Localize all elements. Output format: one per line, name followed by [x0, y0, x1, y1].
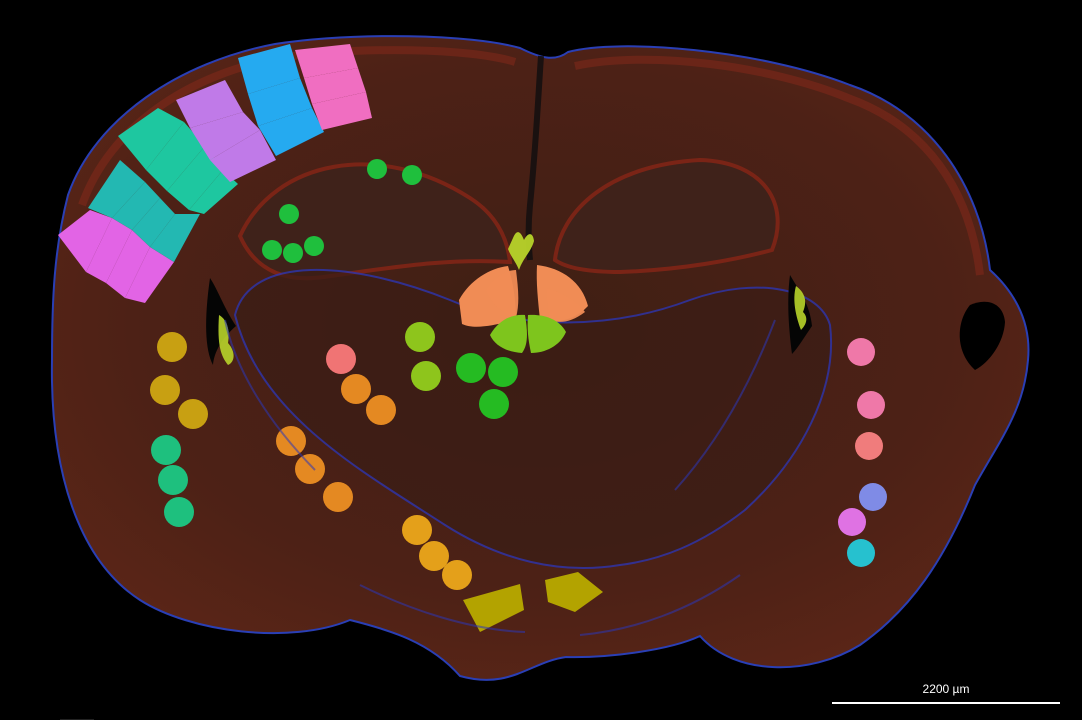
- circle-amber-1: [402, 515, 432, 545]
- circle-gold-3: [178, 399, 208, 429]
- circle-green-8: [488, 357, 518, 387]
- circle-salmon: [326, 344, 356, 374]
- circle-gold-2: [150, 375, 180, 405]
- scale-bar-line: [832, 702, 1060, 704]
- circle-amber-3: [442, 560, 472, 590]
- circle-orange-4: [295, 454, 325, 484]
- circle-green-5: [283, 243, 303, 263]
- circle-orange-5: [323, 482, 353, 512]
- circle-cyan: [847, 539, 875, 567]
- scale-bar: 2200 µm: [832, 682, 1060, 706]
- circle-green-3: [279, 204, 299, 224]
- circle-magenta: [838, 508, 866, 536]
- circle-green-6: [304, 236, 324, 256]
- circle-gold-1: [157, 332, 187, 362]
- olive-shape-right: [545, 572, 603, 612]
- circle-amber-2: [419, 541, 449, 571]
- thalamus-area: [233, 268, 832, 570]
- circle-green-9: [479, 389, 509, 419]
- hippocampus-right: [552, 157, 780, 275]
- central-regions: [218, 232, 807, 632]
- scale-bar-label: 2200 µm: [922, 682, 970, 696]
- circle-green-7: [456, 353, 486, 383]
- circle-coral: [855, 432, 883, 460]
- circle-teal-3: [164, 497, 194, 527]
- circle-pink-1: [847, 338, 875, 366]
- circle-green-4: [262, 240, 282, 260]
- right-edge-notch: [959, 301, 1005, 370]
- circle-teal-1: [151, 435, 181, 465]
- circle-orange-2: [366, 395, 396, 425]
- circle-green-2: [402, 165, 422, 185]
- region-circles: [150, 159, 887, 590]
- circle-lime-2: [411, 361, 441, 391]
- circle-lime-1: [405, 322, 435, 352]
- circle-pink-2: [857, 391, 885, 419]
- circle-periwinkle: [859, 483, 887, 511]
- circle-green-1: [367, 159, 387, 179]
- inner-contours: [224, 319, 776, 636]
- olive-shape-left: [463, 584, 524, 632]
- circle-orange-1: [341, 374, 371, 404]
- cortical-segments-left: [58, 44, 372, 303]
- circle-teal-2: [158, 465, 188, 495]
